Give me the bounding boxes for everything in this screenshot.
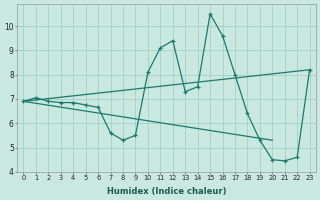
X-axis label: Humidex (Indice chaleur): Humidex (Indice chaleur) <box>107 187 226 196</box>
